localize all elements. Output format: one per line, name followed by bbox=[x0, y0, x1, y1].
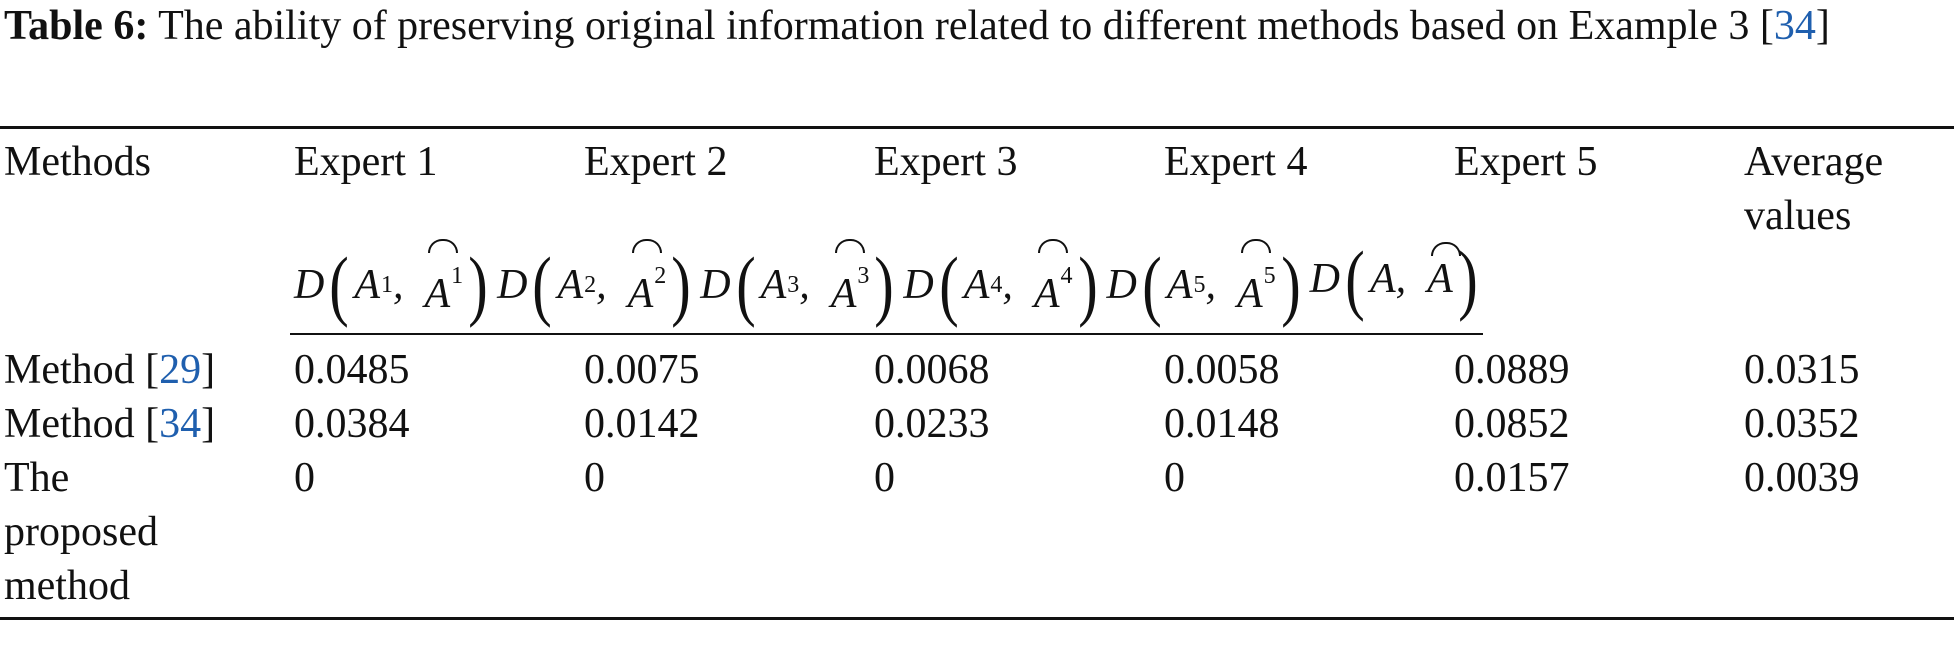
header-average: Average values bbox=[1740, 126, 1954, 243]
cell-average: 0.0315 bbox=[1744, 347, 1860, 393]
caption-text: The ability of preserving original infor… bbox=[158, 3, 1774, 49]
caption-text-end: ] bbox=[1815, 3, 1830, 49]
method-ref-link[interactable]: 29 bbox=[159, 347, 202, 393]
caption-ref-link[interactable]: 34 bbox=[1773, 3, 1816, 49]
table-header: Methods Expert 1 Expert 2 Expert 3 Exper… bbox=[0, 126, 1954, 335]
cell-expert-5: 0.0157 bbox=[1450, 451, 1740, 620]
cell-expert-2: 0 bbox=[580, 451, 870, 620]
header-row: Methods Expert 1 Expert 2 Expert 3 Exper… bbox=[0, 126, 1954, 335]
symbol-expert-3: D(A 3, A3) bbox=[696, 239, 900, 335]
caption-label: Table 6: bbox=[4, 3, 149, 49]
symbol-expert-5: D(A 5, A5) bbox=[1102, 239, 1306, 335]
table-row: Method [34] 0.0384 0.0142 0.0233 0.0148 … bbox=[0, 397, 1954, 451]
symbol-expert-2: D(A 2, A2) bbox=[493, 239, 697, 335]
header-expert-2: Expert 2 bbox=[580, 126, 870, 243]
cell-expert-5: 0.0889 bbox=[1454, 347, 1570, 393]
cell-average: 0.0352 bbox=[1744, 401, 1860, 447]
table-body: Method [29] 0.0485 0.0075 0.0068 0.0058 … bbox=[0, 335, 1954, 620]
header-methods: Methods bbox=[0, 126, 290, 335]
symbol-expert-4: D(A 4, A4) bbox=[899, 239, 1103, 335]
cell-expert-3: 0.0068 bbox=[874, 347, 990, 393]
cell-expert-3: 0.0233 bbox=[874, 401, 990, 447]
cell-expert-4: 0.0148 bbox=[1164, 401, 1280, 447]
cell-expert-1: 0 bbox=[290, 451, 580, 620]
cell-expert-1: 0.0384 bbox=[294, 401, 410, 447]
table-caption: Table 6: The ability of preserving origi… bbox=[4, 0, 1950, 52]
table-row: Method [29] 0.0485 0.0075 0.0068 0.0058 … bbox=[0, 335, 1954, 397]
results-table: Methods Expert 1 Expert 2 Expert 3 Exper… bbox=[0, 126, 1954, 620]
table-row: The proposed method 0 0 0 0 0.0157 0.003… bbox=[0, 451, 1954, 620]
cell-expert-1: 0.0485 bbox=[294, 347, 410, 393]
header-expert-1: Expert 1 bbox=[290, 126, 580, 243]
cell-expert-4: 0.0058 bbox=[1164, 347, 1280, 393]
header-expert-5: Expert 5 bbox=[1450, 126, 1740, 243]
cell-expert-4: 0 bbox=[1160, 451, 1450, 620]
cell-expert-5: 0.0852 bbox=[1454, 401, 1570, 447]
cell-expert-2: 0.0142 bbox=[584, 401, 700, 447]
row-method-label: The proposed method bbox=[0, 451, 290, 620]
symbol-average: D(A, A) bbox=[1305, 240, 1483, 335]
cell-expert-2: 0.0075 bbox=[584, 347, 700, 393]
cell-expert-3: 0 bbox=[870, 451, 1160, 620]
header-expert-4: Expert 4 bbox=[1160, 126, 1450, 243]
row-method-label: Method [29] bbox=[4, 347, 216, 393]
symbol-expert-1: D(A 1, A1) bbox=[290, 239, 494, 335]
cell-average: 0.0039 bbox=[1740, 451, 1954, 620]
method-ref-link[interactable]: 34 bbox=[159, 401, 202, 447]
row-method-label: Method [34] bbox=[4, 401, 216, 447]
header-expert-3: Expert 3 bbox=[870, 126, 1160, 243]
header-symbol-row: D(A 1, A1) D(A 2, A2) D(A 3, A3) D(A 4, A4) … bbox=[290, 239, 1483, 335]
